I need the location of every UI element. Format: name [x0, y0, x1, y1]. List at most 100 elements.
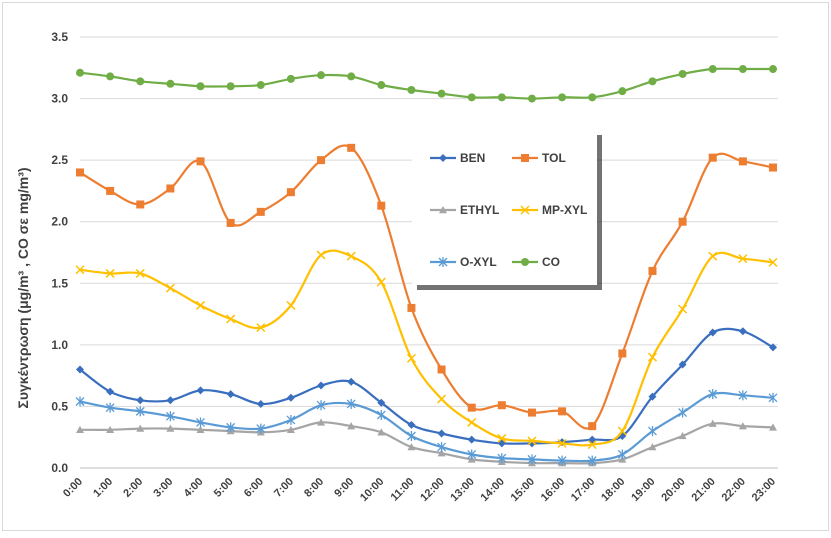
data-point-ben [377, 398, 386, 407]
series-line-ethyl [79, 421, 774, 465]
marker-stroke [647, 352, 658, 362]
legend-marker [439, 154, 447, 162]
legend-label: BEN [460, 151, 485, 165]
data-point-ethyl [317, 418, 326, 426]
data-point-tol [226, 218, 235, 227]
y-axis-ticks: 0.0 0.5 1.0 1.5 2.0 2.5 3.0 3.5 [51, 30, 68, 475]
data-point-mp-xyl [497, 433, 507, 443]
data-point-tol [678, 217, 687, 226]
legend-label: MP-XYL [542, 203, 587, 217]
marker-stroke [316, 250, 326, 260]
data-point-mp-xyl [346, 251, 356, 261]
data-point-tol [588, 422, 597, 431]
data-point-mp-xyl [195, 300, 206, 310]
data-point-ethyl [708, 419, 717, 427]
data-point-co [407, 85, 416, 94]
data-point-tol [166, 184, 175, 193]
data-point-co [136, 77, 145, 86]
data-point-mp-xyl [316, 250, 326, 260]
data-point-ben [196, 386, 205, 395]
data-point-ethyl [377, 428, 386, 436]
marker-stroke [105, 268, 115, 278]
data-point-tol [256, 207, 265, 216]
data-point-tol [708, 153, 717, 162]
data-point-co [226, 82, 235, 91]
data-point-o-xyl [527, 454, 537, 465]
data-point-ben [437, 429, 446, 438]
data-point-o-xyl [617, 449, 627, 460]
data-point-o-xyl [467, 449, 477, 460]
data-point-co [467, 93, 476, 102]
marker-stroke [678, 304, 688, 314]
data-point-ethyl [407, 443, 416, 451]
data-point-ben [467, 435, 476, 444]
data-point-mp-xyl [587, 440, 597, 450]
data-point-ben [648, 392, 657, 401]
data-point-mp-xyl [647, 352, 658, 362]
data-point-co [437, 89, 446, 98]
data-point-mp-xyl [768, 257, 778, 267]
marker-stroke [527, 436, 537, 446]
data-point-mp-xyl [75, 265, 85, 275]
data-point-tol [196, 157, 205, 166]
data-point-co [256, 81, 265, 90]
data-point-o-xyl [437, 442, 447, 453]
data-point-o-xyl [75, 396, 85, 407]
legend-marker [438, 257, 448, 267]
data-point-ben [166, 396, 175, 405]
marker-stroke [75, 265, 85, 275]
data-point-o-xyl [768, 392, 778, 403]
data-point-mp-xyl [527, 436, 537, 446]
data-point-tol [437, 365, 446, 374]
data-point-tol [467, 403, 476, 412]
data-point-mp-xyl [286, 300, 296, 310]
data-point-tol [76, 168, 84, 177]
data-point-mp-xyl [135, 268, 145, 278]
data-point-tol [407, 303, 416, 312]
marker-stroke [165, 283, 175, 293]
data-point-ben [106, 387, 115, 396]
data-point-ben [226, 390, 235, 399]
data-point-co [286, 74, 295, 83]
data-point-tol [618, 349, 627, 358]
data-point-mp-xyl [226, 314, 236, 324]
y-tick-label: 3.5 [51, 30, 68, 44]
data-point-ethyl [437, 449, 446, 457]
marker-stroke [226, 314, 236, 324]
data-point-co [527, 94, 536, 103]
data-point-ben [708, 328, 717, 337]
marker-stroke [557, 438, 567, 448]
data-point-mp-xyl [738, 254, 748, 264]
data-point-o-xyl [316, 400, 326, 411]
data-point-ben [256, 399, 265, 408]
marker-stroke [497, 433, 507, 443]
data-point-ben [317, 381, 326, 390]
y-axis-label: Συγκέντρωση (μg/m³ , CO σε mg/m³) [15, 167, 31, 408]
data-point-o-xyl [648, 426, 657, 437]
data-point-o-xyl [678, 407, 688, 418]
data-point-ben [286, 393, 295, 402]
legend-label: CO [542, 255, 560, 269]
data-point-tol [377, 201, 386, 210]
data-point-ben [136, 396, 145, 405]
data-point-ben [738, 327, 747, 336]
data-point-co [558, 93, 567, 102]
series-lines [75, 65, 778, 467]
data-point-ethyl [106, 425, 115, 434]
data-point-ben [769, 343, 777, 352]
data-point-co [166, 79, 175, 88]
y-tick-label: 2.0 [51, 215, 68, 229]
data-point-o-xyl [196, 417, 205, 428]
data-point-mp-xyl [165, 283, 175, 293]
data-point-mp-xyl [376, 277, 386, 287]
data-point-o-xyl [557, 455, 567, 466]
data-point-mp-xyl [406, 353, 416, 363]
data-point-mp-xyl [617, 426, 627, 436]
legend-item-o-xyl: O-XYL [430, 255, 497, 269]
data-point-mp-xyl [437, 394, 447, 404]
data-point-ben [76, 365, 84, 374]
legend-item-tol: TOL [512, 151, 566, 165]
data-point-mp-xyl [105, 268, 115, 278]
data-point-o-xyl [105, 402, 115, 413]
